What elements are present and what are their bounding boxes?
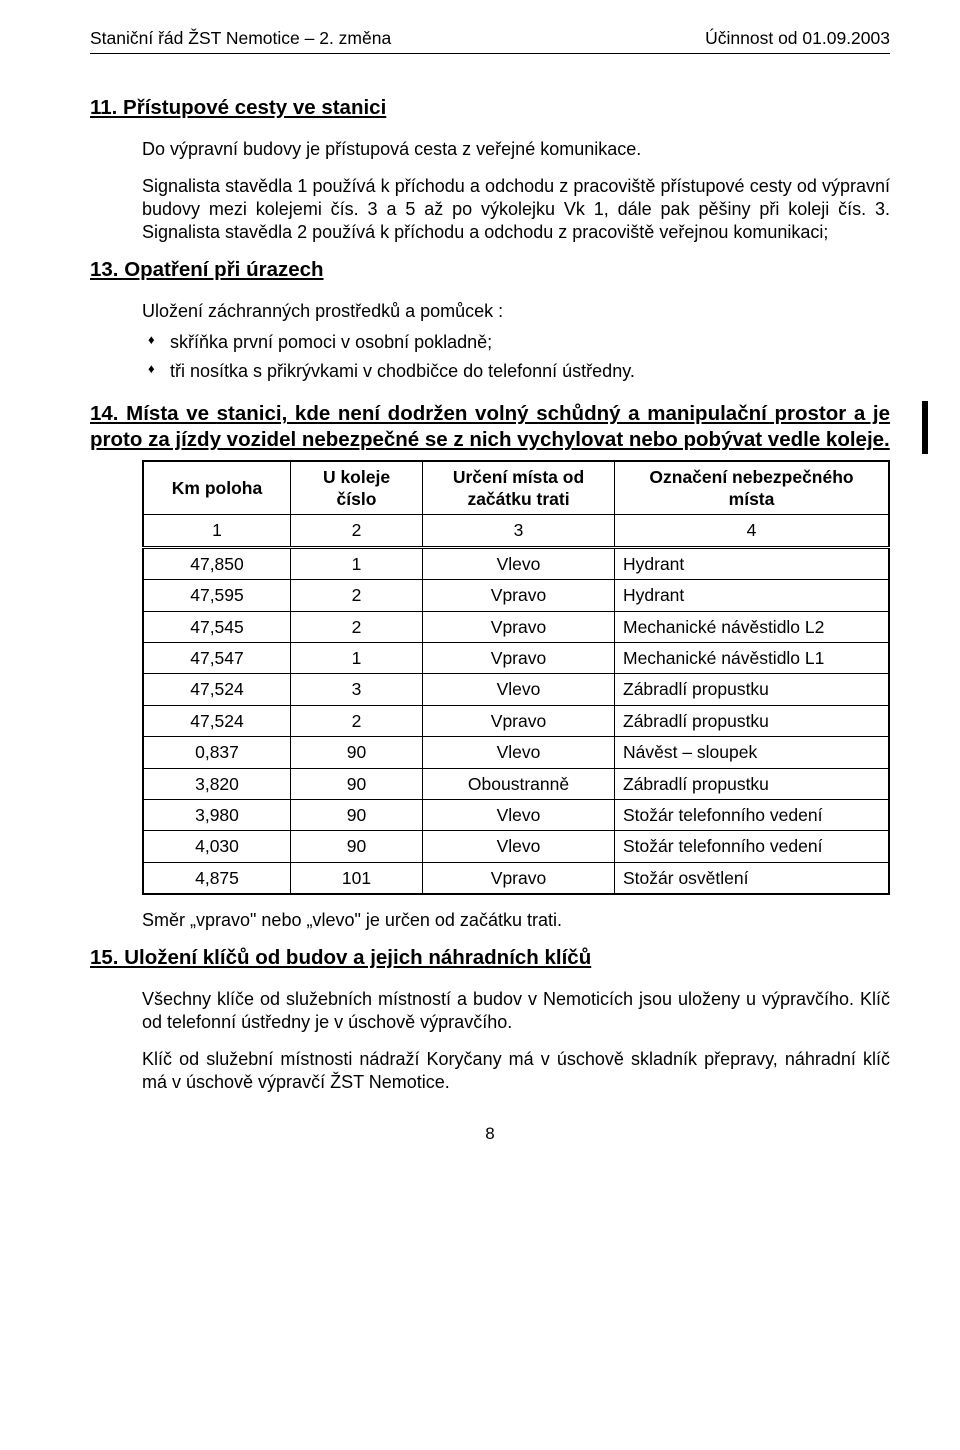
col-header-km: Km poloha bbox=[143, 461, 291, 515]
list-item: skříňka první pomoci v osobní pokladně; bbox=[142, 331, 890, 354]
table-cell: Návěst – sloupek bbox=[615, 737, 890, 768]
list-item: tři nosítka s přikrývkami v chodbičce do… bbox=[142, 360, 890, 383]
section-11-body: Do výpravní budovy je přístupová cesta z… bbox=[142, 138, 890, 244]
table-cell: 101 bbox=[291, 862, 423, 894]
table-row: 47,5242VpravoZábradlí propustku bbox=[143, 705, 889, 736]
table-cell: 47,850 bbox=[143, 547, 291, 579]
section-13-intro: Uložení záchranných prostředků a pomůcek… bbox=[142, 300, 890, 323]
table-cell: 47,595 bbox=[143, 580, 291, 611]
table-cell: 1 bbox=[291, 547, 423, 579]
table-cell: 2 bbox=[291, 705, 423, 736]
header-right: Účinnost od 01.09.2003 bbox=[705, 28, 890, 49]
table-row: 47,5243VlevoZábradlí propustku bbox=[143, 674, 889, 705]
table-row: 4,875101VpravoStožár osvětlení bbox=[143, 862, 889, 894]
table-cell: Vlevo bbox=[423, 831, 615, 862]
table-cell: Mechanické návěstidlo L1 bbox=[615, 643, 890, 674]
col-num: 3 bbox=[423, 515, 615, 547]
table-row: 47,8501VlevoHydrant bbox=[143, 547, 889, 579]
table-cell: 1 bbox=[291, 643, 423, 674]
table-cell: Stožár osvětlení bbox=[615, 862, 890, 894]
table-row: 4,03090VlevoStožár telefonního vedení bbox=[143, 831, 889, 862]
section-11-p2: Signalista stavědla 1 používá k příchodu… bbox=[142, 175, 890, 244]
table-cell: 4,875 bbox=[143, 862, 291, 894]
section-13-heading: 13. Opatření při úrazech bbox=[90, 258, 890, 282]
table-cell: 90 bbox=[291, 831, 423, 862]
page-header: Staniční řád ŽST Nemotice – 2. změna Úči… bbox=[90, 28, 890, 49]
table-cell: 47,545 bbox=[143, 611, 291, 642]
section-14-body: Km poloha U koleječíslo Určení místa odz… bbox=[142, 460, 890, 933]
section-13-list: skříňka první pomoci v osobní pokladně; … bbox=[142, 331, 890, 383]
header-left: Staniční řád ŽST Nemotice – 2. změna bbox=[90, 28, 391, 49]
table-cell: Hydrant bbox=[615, 547, 890, 579]
table-cell: Vpravo bbox=[423, 705, 615, 736]
table-cell: Stožár telefonního vedení bbox=[615, 831, 890, 862]
table-cell: 90 bbox=[291, 737, 423, 768]
col-header-location: Určení místa odzačátku trati bbox=[423, 461, 615, 515]
table-cell: 3,820 bbox=[143, 768, 291, 799]
table-cell: Vlevo bbox=[423, 674, 615, 705]
table-cell: Vpravo bbox=[423, 862, 615, 894]
table-cell: Oboustranně bbox=[423, 768, 615, 799]
table-cell: Vpravo bbox=[423, 611, 615, 642]
change-bar bbox=[922, 401, 928, 453]
table-cell: Zábradlí propustku bbox=[615, 768, 890, 799]
table-cell: 90 bbox=[291, 799, 423, 830]
table-cell: 90 bbox=[291, 768, 423, 799]
table-row: 47,5452VpravoMechanické návěstidlo L2 bbox=[143, 611, 889, 642]
table-row: 47,5471VpravoMechanické návěstidlo L1 bbox=[143, 643, 889, 674]
section-11-p1: Do výpravní budovy je přístupová cesta z… bbox=[142, 138, 890, 161]
table-cell: Vlevo bbox=[423, 799, 615, 830]
table-cell: Vlevo bbox=[423, 737, 615, 768]
hazard-table: Km poloha U koleječíslo Určení místa odz… bbox=[142, 460, 890, 895]
table-cell: Vpravo bbox=[423, 643, 615, 674]
section-15-p1: Všechny klíče od služebních místností a … bbox=[142, 988, 890, 1034]
table-cell: Zábradlí propustku bbox=[615, 674, 890, 705]
table-cell: 4,030 bbox=[143, 831, 291, 862]
section-14-note: Směr „vpravo" nebo „vlevo" je určen od z… bbox=[142, 909, 890, 932]
table-row: 3,98090VlevoStožár telefonního vedení bbox=[143, 799, 889, 830]
table-cell: 47,524 bbox=[143, 674, 291, 705]
table-cell: Stožár telefonního vedení bbox=[615, 799, 890, 830]
table-row: 0,83790VlevoNávěst – sloupek bbox=[143, 737, 889, 768]
table-row: 47,5952VpravoHydrant bbox=[143, 580, 889, 611]
section-15-p2: Klíč od služební místnosti nádraží Koryč… bbox=[142, 1048, 890, 1094]
table-cell: Mechanické návěstidlo L2 bbox=[615, 611, 890, 642]
table-cell: Zábradlí propustku bbox=[615, 705, 890, 736]
table-cell: 2 bbox=[291, 611, 423, 642]
table-cell: Hydrant bbox=[615, 580, 890, 611]
table-cell: Vlevo bbox=[423, 547, 615, 579]
table-cell: 2 bbox=[291, 580, 423, 611]
page-number: 8 bbox=[90, 1124, 890, 1144]
col-num: 2 bbox=[291, 515, 423, 547]
section-13-body: Uložení záchranných prostředků a pomůcek… bbox=[142, 300, 890, 383]
header-rule bbox=[90, 53, 890, 54]
section-15-heading: 15. Uložení klíčů od budov a jejich náhr… bbox=[90, 946, 890, 970]
col-header-track: U koleječíslo bbox=[291, 461, 423, 515]
table-cell: 3 bbox=[291, 674, 423, 705]
col-header-label: Označení nebezpečnéhomísta bbox=[615, 461, 890, 515]
section-11-heading: 11. Přístupové cesty ve stanici bbox=[90, 96, 890, 120]
section-14-heading: 14. Místa ve stanici, kde není dodržen v… bbox=[90, 401, 890, 453]
col-num: 1 bbox=[143, 515, 291, 547]
table-cell: 0,837 bbox=[143, 737, 291, 768]
section-15-body: Všechny klíče od služebních místností a … bbox=[142, 988, 890, 1094]
section-14-wrap: 14. Místa ve stanici, kde není dodržen v… bbox=[90, 401, 890, 453]
table-cell: 47,524 bbox=[143, 705, 291, 736]
table-cell: 47,547 bbox=[143, 643, 291, 674]
table-cell: Vpravo bbox=[423, 580, 615, 611]
table-cell: 3,980 bbox=[143, 799, 291, 830]
document-page: Staniční řád ŽST Nemotice – 2. změna Úči… bbox=[0, 0, 960, 1450]
table-row: 3,82090OboustranněZábradlí propustku bbox=[143, 768, 889, 799]
col-num: 4 bbox=[615, 515, 890, 547]
